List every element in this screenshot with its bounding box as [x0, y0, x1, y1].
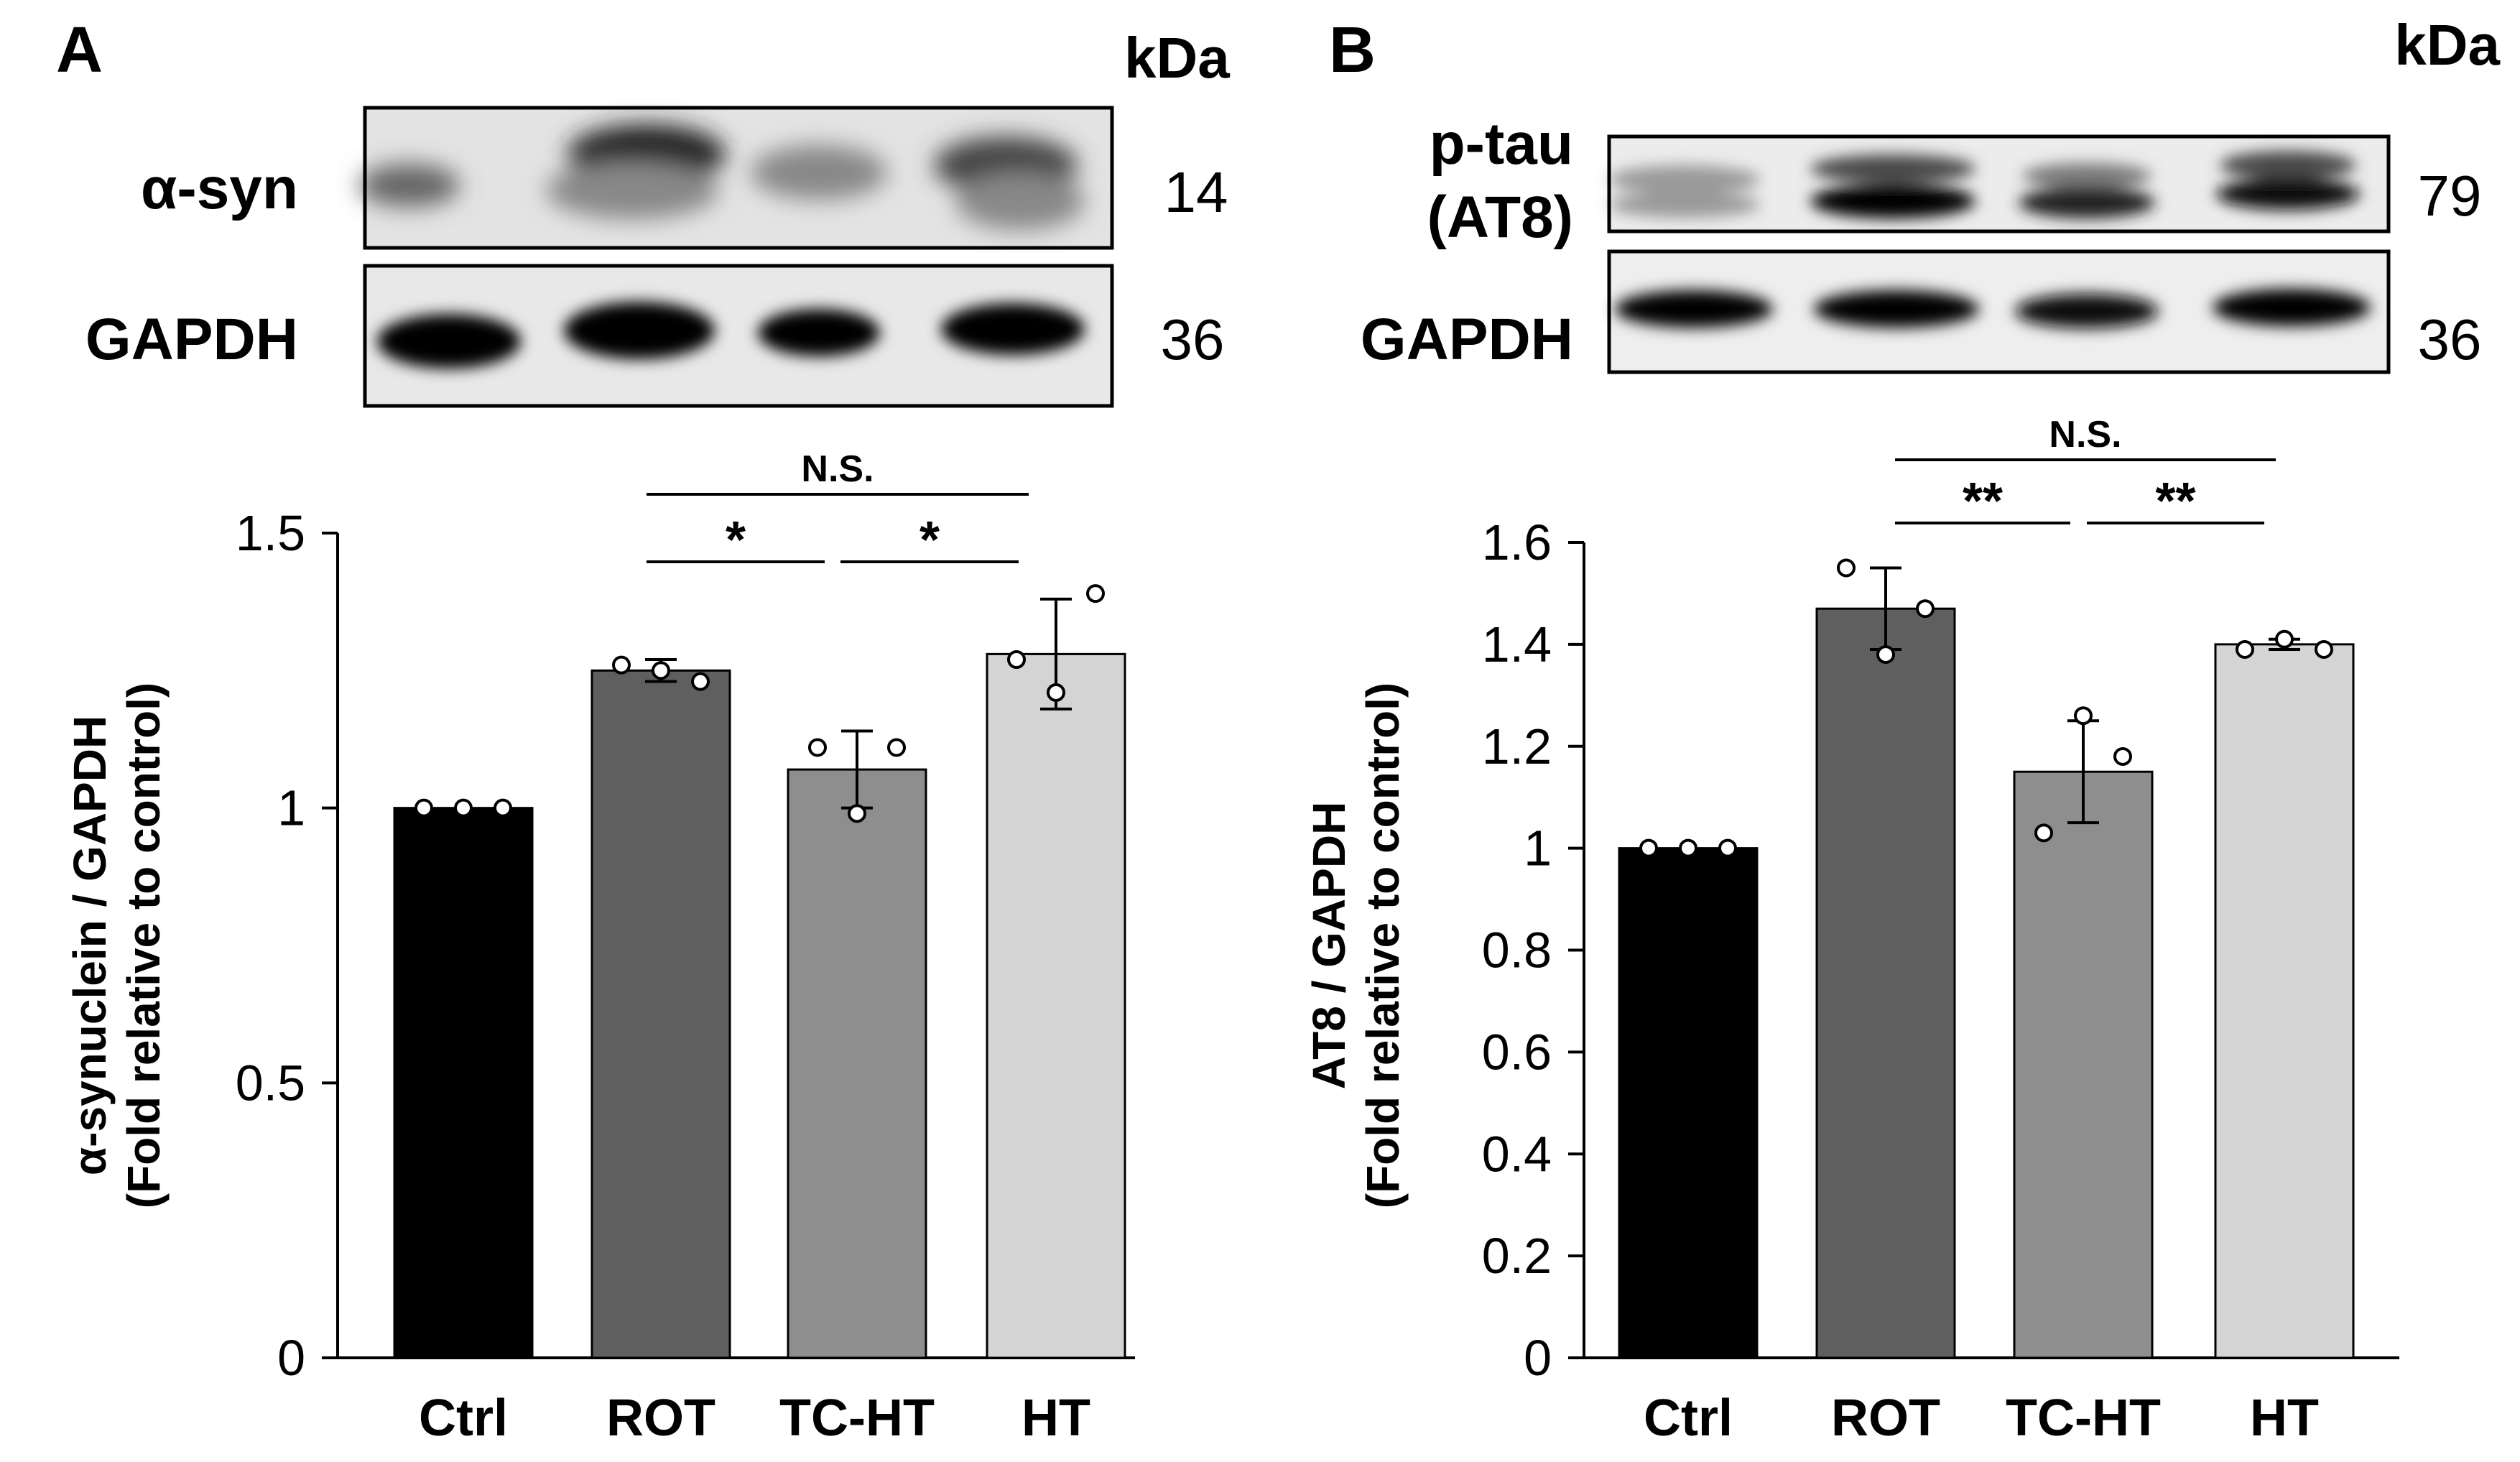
panel-a-blot-label-asyn: α-syn	[141, 156, 298, 221]
data-point	[887, 738, 906, 757]
panel-b-mw-ptau: 79	[2418, 164, 2482, 228]
y-tick-label: 0.2	[1482, 1228, 1552, 1284]
data-point	[1679, 838, 1697, 858]
data-point	[1916, 599, 1935, 619]
y-tick-label: 1.5	[236, 505, 305, 561]
significance-label: N.S.	[2049, 414, 2121, 455]
x-category-label: ROT	[606, 1389, 715, 1447]
panel-a-blot-label-gapdh: GAPDH	[85, 307, 298, 372]
significance-label: N.S.	[801, 448, 874, 490]
panel-b-blot-label-gapdh: GAPDH	[1361, 307, 1573, 372]
x-category-label: Ctrl	[419, 1389, 508, 1447]
panel-a-kda-label: kDa	[1124, 26, 1230, 90]
y-tick-label: 1	[277, 780, 305, 836]
data-point	[454, 798, 473, 818]
bar	[1618, 847, 1759, 1359]
panel-b-blot-label-at8: (AT8)	[1427, 185, 1573, 250]
data-point	[494, 798, 512, 818]
panel-a-blots: A kDa α-syn 14 GAPDH	[56, 14, 1230, 408]
y-tick-label: 1.2	[1482, 718, 1552, 774]
data-point	[848, 804, 866, 823]
bar	[2013, 770, 2154, 1359]
panel-b-letter: B	[1329, 14, 1376, 86]
x-category-label: TC-HT	[2006, 1389, 2161, 1447]
chart-b: 0 0.2 0.4 0.6 0.8 1 1.2 1.4 1.6 AT8 / GAPDH (Fold …	[1303, 414, 2399, 1447]
panel-a-asyn-blot-image	[359, 106, 1114, 250]
x-category-label: TC-HT	[779, 1389, 935, 1447]
panel-b-kda-label: kDa	[2394, 13, 2500, 77]
data-point	[1007, 650, 1026, 670]
data-point	[1639, 838, 1658, 858]
panel-b-gapdh-blot-image	[1607, 249, 2391, 374]
data-point	[612, 655, 631, 675]
data-point	[414, 798, 433, 818]
panel-a-mw-gapdh: 36	[1161, 307, 1225, 371]
y-tick-label: 1.4	[1482, 616, 1552, 672]
y-axis-label-line: AT8 / GAPDH	[1303, 802, 1355, 1090]
significance-label: **	[2155, 473, 2195, 530]
data-point	[2236, 639, 2254, 659]
y-tick-label: 1	[1524, 820, 1552, 876]
data-point	[1837, 558, 1856, 578]
bar	[787, 768, 927, 1359]
panel-a-mw-asyn: 14	[1164, 160, 1228, 224]
data-point	[2315, 639, 2333, 659]
panel-a-letter: A	[56, 14, 103, 86]
x-category-label: ROT	[1831, 1389, 1940, 1447]
data-point	[2034, 823, 2053, 843]
significance-label: **	[1963, 473, 2003, 530]
panel-b-blot-label-ptau: p-tau	[1430, 111, 1573, 177]
y-axis-label-line: (Fold relative to control)	[118, 683, 170, 1208]
panel-b-blots: B kDa p-tau (AT8) 79 GAPDH	[1329, 13, 2501, 374]
x-category-label: HT	[1022, 1389, 1090, 1447]
y-tick-label: 0.5	[236, 1055, 305, 1111]
data-point	[1086, 584, 1105, 603]
chart-a: 0 0.5 1 1.5 α-synuclein / GAPDH (Fold relativ…	[64, 448, 1135, 1447]
data-point	[2074, 706, 2093, 726]
bar	[1815, 607, 1956, 1359]
data-point	[1047, 683, 1065, 702]
data-point	[691, 672, 710, 691]
bar	[590, 669, 731, 1359]
bar	[393, 807, 534, 1359]
y-tick-label: 0.8	[1482, 922, 1552, 978]
data-point	[652, 661, 670, 680]
bar	[2214, 643, 2355, 1359]
y-tick-label: 1.6	[1482, 514, 1552, 570]
data-point	[2275, 629, 2294, 649]
y-axis-label-line: (Fold relative to control)	[1357, 683, 1409, 1208]
data-point	[808, 738, 827, 757]
significance-label: *	[919, 512, 940, 569]
y-tick-label: 0.4	[1482, 1126, 1552, 1182]
data-point	[1718, 838, 1737, 858]
x-category-label: HT	[2250, 1389, 2319, 1447]
y-tick-label: 0.6	[1482, 1024, 1552, 1080]
panel-b-mw-gapdh: 36	[2418, 307, 2482, 371]
panel-b-ptau-blot-image	[1607, 134, 2391, 233]
data-point	[2113, 746, 2132, 766]
y-tick-label: 0	[1524, 1330, 1552, 1386]
x-category-label: Ctrl	[1644, 1389, 1733, 1447]
data-point	[1876, 645, 1895, 665]
bar	[986, 652, 1126, 1359]
significance-label: *	[726, 512, 746, 569]
y-axis-label-line: α-synuclein / GAPDH	[64, 716, 116, 1175]
panel-a-gapdh-blot-image	[363, 264, 1114, 408]
y-tick-label: 0	[277, 1330, 305, 1386]
